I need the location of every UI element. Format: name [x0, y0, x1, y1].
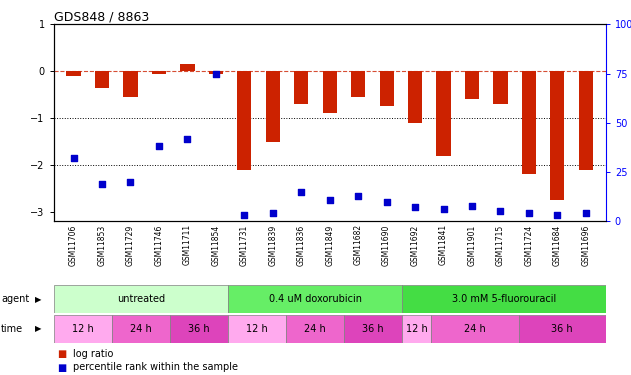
Bar — [228, 285, 403, 313]
Text: GSM11901: GSM11901 — [468, 224, 476, 266]
Point — [182, 136, 192, 142]
Bar — [112, 315, 170, 343]
Text: GSM11854: GSM11854 — [211, 224, 220, 266]
Point — [69, 155, 79, 161]
Bar — [66, 71, 81, 76]
Text: 12 h: 12 h — [406, 324, 428, 334]
Text: 0.4 uM doxorubicin: 0.4 uM doxorubicin — [269, 294, 362, 304]
Point — [154, 144, 164, 150]
Bar — [152, 71, 166, 74]
Point — [97, 181, 107, 187]
Text: GSM11839: GSM11839 — [268, 224, 277, 266]
Text: GSM11849: GSM11849 — [325, 224, 334, 266]
Bar — [351, 71, 365, 97]
Text: GSM11696: GSM11696 — [581, 224, 591, 266]
Bar — [54, 315, 112, 343]
Text: GSM11706: GSM11706 — [69, 224, 78, 266]
Point — [324, 196, 334, 202]
Bar — [322, 71, 337, 113]
Bar — [345, 315, 403, 343]
Text: GSM11692: GSM11692 — [411, 224, 420, 266]
Point — [353, 193, 363, 199]
Text: 36 h: 36 h — [188, 324, 209, 334]
Text: log ratio: log ratio — [73, 350, 113, 359]
Text: percentile rank within the sample: percentile rank within the sample — [73, 363, 237, 372]
Text: GSM11690: GSM11690 — [382, 224, 391, 266]
Bar — [493, 71, 507, 104]
Text: agent: agent — [1, 294, 30, 304]
Text: GSM11682: GSM11682 — [353, 224, 363, 266]
Text: untreated: untreated — [117, 294, 165, 304]
Text: ▶: ▶ — [35, 295, 41, 304]
Text: 36 h: 36 h — [362, 324, 384, 334]
Text: GSM11684: GSM11684 — [553, 224, 562, 266]
Text: 24 h: 24 h — [130, 324, 151, 334]
Point — [495, 209, 505, 214]
Bar — [294, 71, 309, 104]
Bar — [237, 71, 251, 170]
Bar — [124, 71, 138, 97]
Bar — [579, 71, 593, 170]
Text: GSM11715: GSM11715 — [496, 224, 505, 266]
Text: 24 h: 24 h — [464, 324, 486, 334]
Text: 36 h: 36 h — [551, 324, 573, 334]
Bar — [379, 71, 394, 106]
Text: GSM11724: GSM11724 — [524, 224, 533, 266]
Text: ▶: ▶ — [35, 324, 41, 333]
Bar — [170, 315, 228, 343]
Text: 12 h: 12 h — [246, 324, 268, 334]
Point — [410, 204, 420, 210]
Bar — [54, 285, 228, 313]
Text: GSM11729: GSM11729 — [126, 224, 135, 266]
Bar — [432, 315, 519, 343]
Text: GDS848 / 8863: GDS848 / 8863 — [54, 10, 149, 23]
Point — [296, 189, 306, 195]
Bar — [408, 71, 422, 123]
Text: GSM11731: GSM11731 — [240, 224, 249, 266]
Bar — [522, 71, 536, 174]
Bar — [403, 315, 432, 343]
Bar — [180, 64, 194, 71]
Point — [268, 210, 278, 216]
Text: ■: ■ — [57, 350, 66, 359]
Point — [126, 179, 136, 185]
Point — [382, 199, 392, 205]
Bar — [286, 315, 345, 343]
Point — [552, 212, 562, 218]
Bar — [519, 315, 606, 343]
Text: time: time — [1, 324, 23, 334]
Text: GSM11841: GSM11841 — [439, 224, 448, 266]
Point — [239, 212, 249, 218]
Bar — [228, 315, 286, 343]
Bar — [550, 71, 565, 200]
Text: GSM11711: GSM11711 — [183, 224, 192, 266]
Text: 3.0 mM 5-fluorouracil: 3.0 mM 5-fluorouracil — [452, 294, 556, 304]
Bar — [266, 71, 280, 142]
Point — [581, 210, 591, 216]
Text: GSM11836: GSM11836 — [297, 224, 306, 266]
Point — [467, 202, 477, 208]
Text: 24 h: 24 h — [304, 324, 326, 334]
Point — [439, 207, 449, 213]
Text: GSM11746: GSM11746 — [155, 224, 163, 266]
Bar — [403, 285, 606, 313]
Text: 12 h: 12 h — [72, 324, 93, 334]
Point — [211, 70, 221, 76]
Text: GSM11853: GSM11853 — [98, 224, 107, 266]
Text: ■: ■ — [57, 363, 66, 372]
Bar — [465, 71, 479, 99]
Point — [524, 210, 534, 216]
Bar — [437, 71, 451, 156]
Bar — [209, 71, 223, 74]
Bar — [95, 71, 109, 88]
